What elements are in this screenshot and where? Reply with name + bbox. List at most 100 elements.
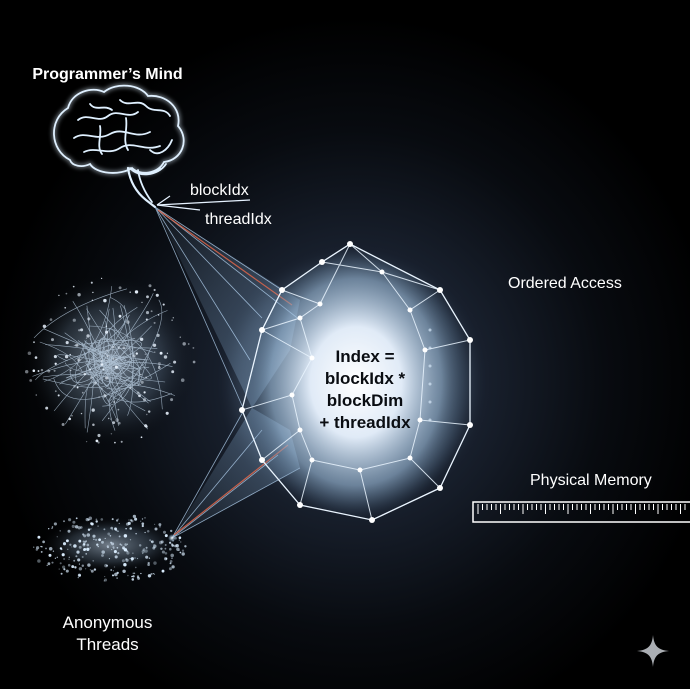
thread-dot bbox=[48, 553, 52, 557]
thread-dot bbox=[142, 552, 144, 555]
thread-dot bbox=[110, 433, 113, 435]
thread-dot bbox=[116, 530, 118, 532]
thread-dot bbox=[130, 559, 134, 562]
thread-dot bbox=[65, 569, 69, 573]
thread-dot bbox=[182, 342, 186, 346]
thread-dot bbox=[113, 566, 116, 568]
thread-dot bbox=[37, 559, 41, 563]
thread-strand bbox=[59, 362, 173, 385]
thread-dot bbox=[97, 441, 100, 444]
thread-dot bbox=[105, 330, 109, 334]
thread-dot bbox=[90, 376, 93, 379]
thread-dot bbox=[114, 365, 118, 369]
thread-dot bbox=[54, 557, 57, 559]
thread-dot bbox=[48, 547, 53, 551]
thread-dot bbox=[59, 547, 63, 550]
thread-dot bbox=[146, 413, 148, 416]
thread-dot bbox=[113, 550, 117, 554]
thread-dot bbox=[93, 381, 97, 385]
thread-dot bbox=[158, 365, 160, 367]
thread-dot bbox=[110, 418, 112, 420]
thread-dot bbox=[101, 540, 104, 544]
thread-dot bbox=[76, 386, 79, 389]
thread-dot bbox=[125, 527, 127, 530]
thread-strand bbox=[92, 334, 150, 370]
thread-dot bbox=[184, 545, 187, 548]
formula-line-2: blockIdx * bbox=[324, 369, 406, 388]
thread-dot bbox=[103, 394, 107, 398]
thread-dot bbox=[160, 547, 163, 551]
thread-dot bbox=[27, 351, 32, 355]
thread-dot bbox=[77, 358, 81, 362]
thread-dot bbox=[49, 318, 53, 321]
thread-dot bbox=[69, 353, 71, 356]
thread-dot bbox=[138, 544, 142, 547]
thread-dot bbox=[45, 547, 47, 550]
thread-dot bbox=[74, 566, 77, 569]
thread-idx-label: threadIdx bbox=[205, 211, 272, 228]
thread-dot bbox=[42, 540, 45, 544]
thread-dot bbox=[147, 563, 150, 566]
thread-dot bbox=[65, 539, 69, 543]
thread-dot bbox=[131, 575, 133, 578]
thread-dot bbox=[116, 546, 119, 549]
thread-strand bbox=[84, 381, 117, 429]
thread-dot bbox=[50, 338, 55, 342]
thread-dot bbox=[126, 551, 130, 555]
thread-dot bbox=[165, 557, 168, 560]
thread-dot bbox=[140, 380, 144, 384]
thread-dot bbox=[153, 573, 156, 575]
thread-dot bbox=[60, 572, 63, 575]
thread-dot bbox=[105, 325, 108, 327]
thread-dot bbox=[135, 566, 137, 569]
index-pointer-lines bbox=[156, 195, 251, 211]
thread-dot bbox=[68, 518, 72, 522]
thread-dot bbox=[85, 440, 88, 443]
thread-dot bbox=[115, 358, 117, 360]
thread-dot bbox=[172, 317, 174, 319]
thread-dot bbox=[102, 368, 105, 371]
thread-dot bbox=[112, 529, 114, 531]
thread-dot bbox=[61, 553, 65, 557]
thread-dot bbox=[112, 421, 116, 425]
thread-dot bbox=[90, 281, 93, 284]
anonymous-threads-label: Anonymous Threads bbox=[20, 612, 195, 656]
thread-dot bbox=[127, 521, 131, 525]
thread-dot bbox=[47, 562, 51, 566]
thread-dot bbox=[77, 293, 81, 297]
thread-dot bbox=[81, 564, 85, 567]
thread-dot bbox=[87, 317, 91, 321]
thread-dot bbox=[163, 355, 168, 359]
thread-dot bbox=[61, 423, 65, 426]
thread-dot bbox=[132, 575, 135, 578]
thread-dot bbox=[142, 398, 147, 402]
thread-dot bbox=[118, 522, 120, 525]
thread-dot bbox=[107, 417, 110, 420]
thread-dot bbox=[112, 574, 114, 577]
thread-dot bbox=[64, 355, 69, 359]
thread-dot bbox=[179, 551, 182, 554]
thread-dot bbox=[129, 519, 133, 522]
thread-dot bbox=[141, 550, 145, 554]
thread-dot bbox=[92, 291, 94, 294]
thread-strand bbox=[95, 354, 117, 371]
thread-dot bbox=[154, 527, 158, 531]
thread-dot bbox=[97, 545, 99, 548]
thread-dot bbox=[84, 568, 87, 570]
thread-dot bbox=[89, 547, 91, 549]
thread-dot bbox=[53, 369, 56, 372]
thread-strand bbox=[109, 385, 176, 431]
thread-dot bbox=[74, 525, 79, 529]
thread-dot bbox=[75, 555, 78, 558]
thread-dot bbox=[54, 362, 57, 365]
thread-dot bbox=[95, 518, 98, 521]
thread-dot bbox=[143, 548, 145, 550]
thread-dot bbox=[98, 538, 101, 542]
thread-strand bbox=[53, 310, 168, 412]
thread-dot bbox=[100, 363, 104, 366]
thread-dot bbox=[111, 549, 113, 551]
thread-dot bbox=[145, 318, 148, 321]
thread-dot bbox=[123, 548, 128, 552]
thread-strand bbox=[75, 340, 120, 386]
